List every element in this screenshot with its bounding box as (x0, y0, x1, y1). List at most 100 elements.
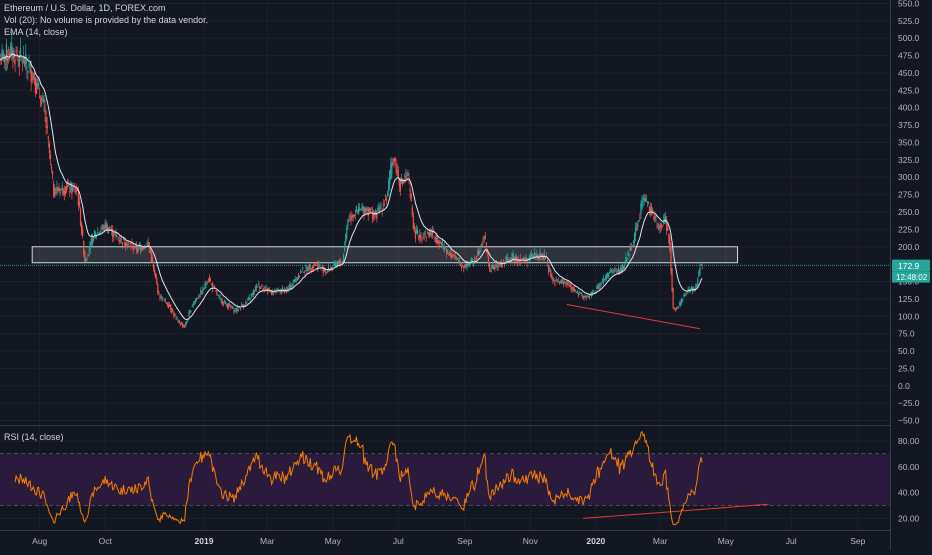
candle-body (491, 265, 493, 269)
candle-body (559, 281, 562, 283)
candle-body (361, 207, 363, 209)
candle-body (231, 306, 233, 308)
candle-body (257, 286, 259, 288)
candle-body (449, 253, 451, 257)
candle-body (173, 312, 175, 317)
candle-body (43, 99, 45, 104)
countdown-badge-value: 12:48:02 (896, 273, 928, 282)
candle-body (381, 208, 383, 212)
candle-body (333, 262, 335, 266)
candle-body (544, 257, 546, 260)
candle-body (561, 281, 564, 284)
candle-body (249, 298, 251, 300)
candle-body (208, 277, 210, 283)
candle-body (413, 225, 416, 229)
candle-body (407, 171, 409, 176)
candle-body (305, 265, 307, 268)
candle-body (364, 208, 366, 212)
candle-body (219, 297, 221, 298)
time-tick-label: Oct (99, 536, 113, 546)
candle-body (224, 301, 227, 305)
candle-body (370, 208, 373, 210)
symbol-legend[interactable]: Ethereum / U.S. Dollar, 1D, FOREX.com (4, 3, 166, 13)
candle-body (477, 250, 479, 256)
resistance-zone-rect[interactable] (31, 246, 739, 264)
candle-body (418, 235, 420, 237)
candle-body (290, 286, 292, 289)
candle-body (669, 237, 671, 251)
candle-body (258, 283, 260, 285)
rsi-legend[interactable]: RSI (14, close) (4, 432, 64, 442)
candle-body (658, 224, 660, 230)
candle-body (692, 288, 695, 290)
candle-body (643, 197, 645, 201)
candle-body (554, 282, 556, 286)
candle-body (148, 242, 150, 249)
candle-body (23, 56, 25, 64)
candle-body (589, 295, 592, 296)
candle-body (522, 257, 524, 261)
candle-body (36, 83, 39, 87)
candle-body (462, 266, 464, 268)
price-tick-label: 525.0 (898, 16, 920, 26)
candle-body (83, 240, 85, 255)
candle-body (181, 323, 184, 327)
candle-body (200, 290, 202, 295)
candle-body (271, 290, 273, 295)
candle-body (681, 298, 683, 303)
candle-body (288, 288, 290, 290)
price-tick-label: 50.0 (898, 346, 915, 356)
candle-body (379, 208, 381, 211)
candle-body (276, 288, 278, 292)
candle-body (38, 83, 40, 87)
candle-body (176, 318, 178, 320)
candle-body (347, 220, 349, 228)
candle-body (428, 232, 431, 236)
candle-body (466, 263, 468, 267)
rsi-trend-line[interactable] (582, 503, 769, 519)
candle-body (498, 264, 500, 266)
candle-body (354, 215, 356, 217)
candle-body (481, 243, 483, 247)
candle-body (341, 260, 344, 262)
candle-body (395, 164, 397, 173)
candle-body (638, 220, 640, 222)
candle-body (390, 163, 392, 180)
candle-body (132, 245, 134, 250)
candle-body (468, 263, 470, 266)
candle-body (29, 62, 31, 73)
candle-body (430, 233, 433, 234)
candle-body (582, 296, 584, 299)
candle-body (19, 47, 21, 53)
candle-body (565, 281, 567, 284)
candle-body (587, 295, 589, 297)
candle-body (507, 256, 509, 261)
candle-body (567, 280, 569, 283)
candle-body (685, 294, 687, 295)
candle-body (153, 269, 156, 273)
price-tick-label: 500.0 (898, 33, 920, 43)
annotations[interactable] (0, 246, 890, 519)
candle-body (672, 287, 674, 309)
candle-body (339, 260, 341, 265)
candle-body (54, 188, 56, 198)
candle-body (272, 291, 274, 294)
candle-body (389, 170, 391, 185)
axes[interactable]: 550.0 525.0 500.0 475.0 450.0 425.0 400.0 375.0… (32, 0, 930, 546)
candle-body (425, 237, 427, 238)
candle-body (216, 291, 218, 296)
candle-body (41, 98, 43, 100)
candle-body (312, 267, 315, 268)
ema-legend[interactable]: EMA (14, close) (4, 27, 68, 37)
candle-body (492, 264, 494, 269)
candle-body (363, 206, 365, 216)
candle-body (149, 249, 151, 254)
candle-body (411, 207, 413, 216)
candle-body (457, 261, 460, 263)
price-trend-line[interactable] (566, 303, 701, 330)
volume-legend[interactable]: Vol (20): No volume is provided by the d… (4, 15, 209, 25)
candle-body (160, 295, 162, 297)
candle-body (634, 227, 637, 236)
